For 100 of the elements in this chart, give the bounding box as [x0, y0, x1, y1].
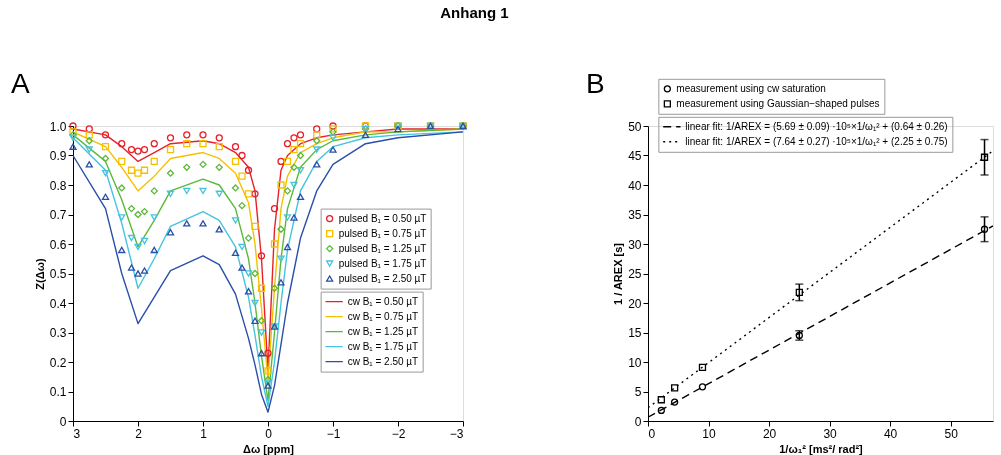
point [329, 146, 337, 153]
point [166, 190, 175, 198]
point [313, 161, 321, 168]
y-tick-label: 0.1 [49, 385, 67, 399]
y-axis-title: 1 / AREX [s] [612, 242, 625, 305]
point [183, 220, 191, 227]
point [698, 363, 707, 371]
y-tick-label: 35 [628, 208, 642, 222]
point [238, 202, 246, 210]
point [698, 383, 707, 391]
point [215, 134, 223, 142]
y-tick-label: 0 [59, 414, 67, 429]
x-tick-label: 30 [823, 426, 838, 441]
point [127, 166, 136, 174]
point [150, 140, 158, 148]
point [166, 145, 175, 154]
point [199, 220, 207, 227]
y-tick-label: 0.7 [49, 208, 67, 222]
point [150, 246, 158, 254]
point [166, 134, 175, 142]
point [657, 406, 665, 415]
point [183, 140, 191, 148]
x-tick-label: 2 [135, 426, 143, 441]
point [150, 157, 158, 166]
point [118, 246, 126, 254]
point [244, 234, 253, 242]
point [199, 160, 207, 168]
legend-label: cw B₁ = 1.25 µT [347, 325, 419, 337]
point [264, 367, 272, 375]
point [277, 255, 285, 262]
point [166, 169, 175, 177]
y-tick-label: 0.9 [49, 149, 67, 163]
point [251, 190, 259, 198]
point [264, 349, 272, 357]
point [85, 161, 93, 168]
text: B [586, 68, 605, 99]
y-tick-label: 0.5 [49, 267, 67, 281]
point [85, 146, 93, 153]
point [283, 140, 292, 148]
point [140, 267, 149, 274]
x-tick-label: −1 [326, 426, 341, 441]
y-tick-label: 20 [628, 296, 642, 311]
point [251, 222, 259, 230]
point [140, 237, 149, 245]
point [238, 172, 246, 180]
point [150, 214, 158, 221]
point [134, 169, 142, 177]
x-tick-label: 50 [944, 426, 959, 441]
point [231, 217, 240, 224]
point [795, 288, 803, 297]
point [277, 279, 285, 286]
point [277, 157, 285, 166]
legend-label: cw B₁ = 0.75 µT [347, 310, 419, 322]
point [361, 131, 370, 139]
legend-label: measurement using Gaussian−shaped pulses [676, 97, 880, 109]
point [290, 145, 298, 154]
y-axis-title: Z(Δω) [33, 258, 46, 290]
y-tick-label: 0.6 [49, 237, 67, 252]
point [231, 143, 240, 151]
y-tick-label: 15 [628, 326, 642, 340]
legend-label: pulsed B₁ = 1.75 µT [338, 257, 427, 269]
point [257, 252, 266, 260]
point [199, 187, 207, 195]
point [140, 145, 149, 154]
point [101, 131, 110, 139]
point [296, 167, 305, 174]
legend-label: measurement using cw saturation [676, 82, 826, 94]
x-axis-title: 1/ω₁² [ms²/ rad²] [779, 442, 864, 455]
point [257, 329, 266, 336]
y-tick-label: 50 [628, 119, 642, 134]
point [290, 163, 298, 171]
point [118, 140, 126, 148]
point [283, 243, 292, 251]
point [127, 204, 136, 213]
x-tick-label: −3 [449, 426, 464, 441]
x-tick-label: 0 [648, 426, 656, 441]
point [101, 169, 110, 177]
point [251, 299, 259, 307]
x-tick-label: 1 [200, 426, 208, 441]
point [257, 284, 266, 292]
point [134, 210, 142, 219]
point [134, 270, 142, 277]
point [980, 225, 989, 233]
point [231, 249, 240, 257]
point [231, 157, 240, 166]
legend-label: pulsed B₁ = 0.50 µT [338, 212, 427, 224]
point [244, 190, 253, 198]
point [283, 214, 292, 221]
legend-label: cw B₁ = 1.75 µT [347, 340, 419, 352]
point [127, 234, 136, 242]
x-tick-label: 20 [762, 426, 777, 441]
point [296, 140, 305, 148]
point [296, 131, 305, 139]
legend-label: pulsed B₁ = 1.25 µT [338, 242, 427, 254]
x-tick-label: 3 [73, 426, 81, 441]
point [283, 187, 292, 195]
point [244, 166, 253, 174]
point [657, 396, 665, 404]
point [313, 131, 321, 139]
point [238, 151, 246, 160]
